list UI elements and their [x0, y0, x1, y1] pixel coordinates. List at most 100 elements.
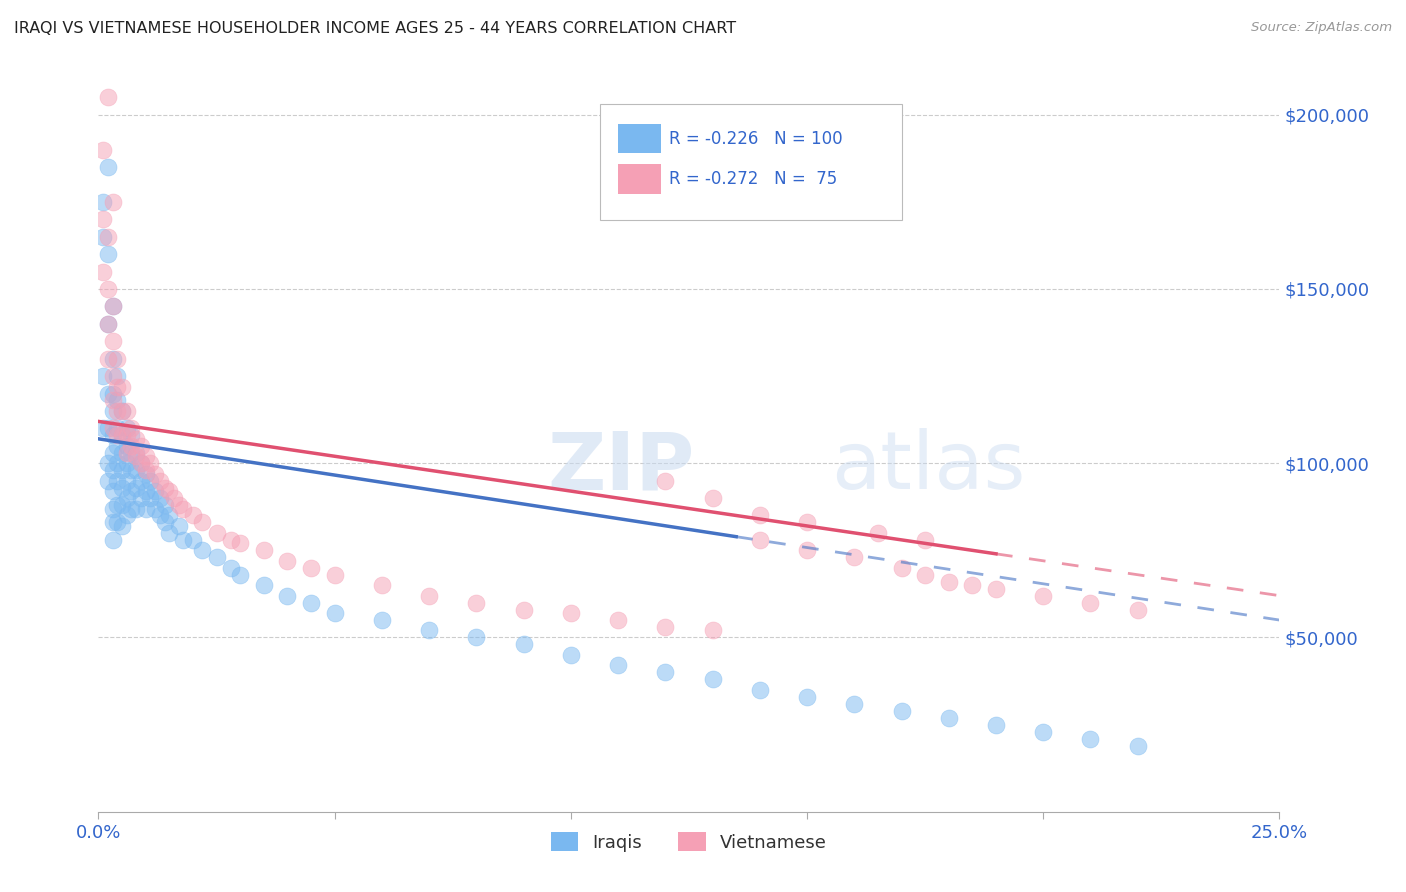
Point	[125, 432, 148, 446]
Point	[191, 516, 214, 530]
Point	[111, 404, 134, 418]
Point	[105, 404, 128, 418]
Point	[167, 498, 190, 512]
Point	[229, 536, 252, 550]
Point	[796, 543, 818, 558]
Point	[465, 596, 488, 610]
Point	[205, 525, 228, 540]
Point	[91, 264, 114, 278]
Point	[135, 484, 157, 499]
Point	[121, 501, 143, 516]
Point	[97, 229, 120, 244]
Point	[229, 567, 252, 582]
Point	[984, 717, 1007, 731]
Point	[91, 212, 114, 227]
Point	[101, 446, 124, 460]
Point	[97, 386, 120, 401]
Point	[97, 247, 120, 261]
Point	[299, 561, 322, 575]
Point	[129, 491, 152, 505]
Point	[153, 481, 176, 495]
Point	[115, 508, 138, 523]
Point	[101, 484, 124, 499]
Point	[702, 624, 724, 638]
Point	[101, 351, 124, 366]
Y-axis label: Householder Income Ages 25 - 44 years: Householder Income Ages 25 - 44 years	[0, 271, 8, 603]
Point	[607, 658, 630, 673]
Point	[512, 602, 534, 616]
Point	[101, 463, 124, 477]
Point	[97, 160, 120, 174]
Point	[101, 334, 124, 349]
Point	[105, 351, 128, 366]
Point	[560, 606, 582, 620]
Point	[101, 393, 124, 408]
Point	[323, 606, 346, 620]
Point	[129, 474, 152, 488]
Point	[101, 194, 124, 209]
Point	[149, 491, 172, 505]
Point	[654, 665, 676, 680]
Point	[91, 229, 114, 244]
Point	[371, 578, 394, 592]
Point	[143, 501, 166, 516]
Point	[105, 456, 128, 470]
Point	[135, 501, 157, 516]
Point	[153, 516, 176, 530]
Point	[101, 533, 124, 547]
Point	[111, 446, 134, 460]
Point	[111, 404, 134, 418]
Point	[129, 439, 152, 453]
Point	[115, 404, 138, 418]
Point	[97, 456, 120, 470]
Point	[105, 393, 128, 408]
Point	[299, 596, 322, 610]
Point	[115, 474, 138, 488]
Point	[1032, 724, 1054, 739]
Point	[1032, 589, 1054, 603]
FancyBboxPatch shape	[619, 124, 661, 153]
Point	[143, 467, 166, 481]
Point	[111, 519, 134, 533]
Point	[890, 561, 912, 575]
Point	[890, 704, 912, 718]
Point	[163, 491, 186, 505]
Point	[938, 574, 960, 589]
Point	[654, 620, 676, 634]
Text: R = -0.226   N = 100: R = -0.226 N = 100	[669, 130, 842, 148]
Point	[866, 525, 889, 540]
Point	[914, 533, 936, 547]
Point	[125, 446, 148, 460]
Legend: Iraqis, Vietnamese: Iraqis, Vietnamese	[544, 825, 834, 859]
Point	[167, 519, 190, 533]
Point	[111, 428, 134, 442]
Point	[97, 317, 120, 331]
Point	[105, 421, 128, 435]
Point	[1080, 596, 1102, 610]
Point	[121, 439, 143, 453]
Point	[115, 421, 138, 435]
Point	[111, 498, 134, 512]
Point	[181, 533, 204, 547]
Point	[143, 484, 166, 499]
Point	[418, 589, 440, 603]
Point	[97, 90, 120, 104]
FancyBboxPatch shape	[600, 103, 901, 219]
Point	[654, 474, 676, 488]
Point	[105, 474, 128, 488]
Point	[111, 463, 134, 477]
Point	[702, 491, 724, 505]
Point	[105, 439, 128, 453]
Point	[191, 543, 214, 558]
Point	[962, 578, 984, 592]
Point	[101, 428, 124, 442]
Point	[984, 582, 1007, 596]
Point	[276, 554, 298, 568]
Point	[149, 474, 172, 488]
Point	[97, 351, 120, 366]
Point	[101, 421, 124, 435]
Point	[205, 550, 228, 565]
Point	[97, 317, 120, 331]
Point	[115, 439, 138, 453]
Text: atlas: atlas	[831, 428, 1025, 506]
